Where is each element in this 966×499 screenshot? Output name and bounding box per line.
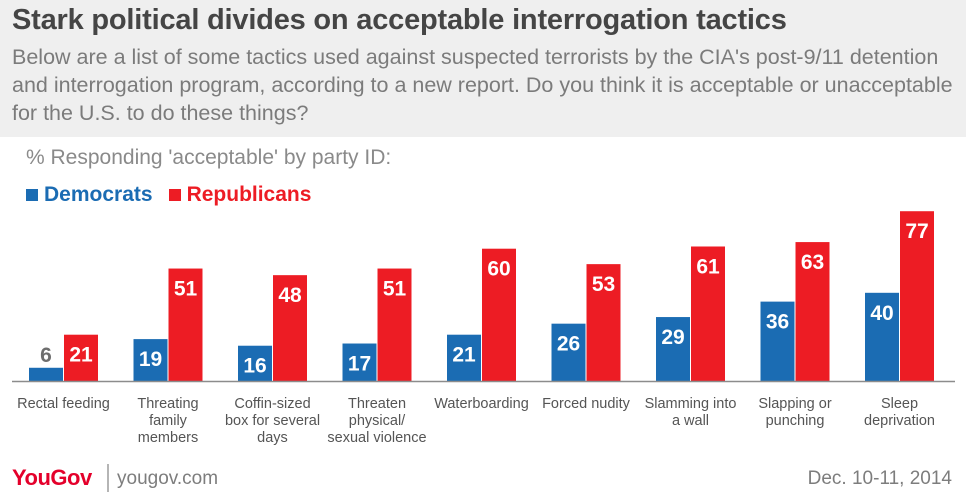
data-label-republicans-7: 63 xyxy=(801,251,824,274)
bar-republicans-8 xyxy=(900,211,934,381)
category-label-line: a wall xyxy=(672,413,709,429)
category-label-2: Coffin-sized box for several days xyxy=(225,396,320,446)
footer-date: Dec. 10-11, 2014 xyxy=(807,468,952,489)
category-label-line: deprivation xyxy=(864,413,935,429)
bar-democrats-7 xyxy=(760,301,795,381)
category-label-line: Sleep xyxy=(881,396,918,412)
bar-democrats-5 xyxy=(551,323,586,381)
header-band: Stark political divides on acceptable in… xyxy=(0,0,966,137)
bar-democrats-6 xyxy=(656,317,690,381)
data-label-democrats-8: 40 xyxy=(870,302,893,325)
bar-republicans-1 xyxy=(168,268,203,381)
bar-republicans-0 xyxy=(64,334,98,381)
bar-democrats-2 xyxy=(238,345,272,381)
category-label-8: Sleep deprivation xyxy=(864,396,935,429)
data-label-republicans-0: 21 xyxy=(69,344,93,367)
yougov-logo: YouGov xyxy=(12,465,92,490)
bar-democrats-1 xyxy=(133,339,168,381)
category-label-0: Rectal feeding xyxy=(17,396,110,412)
category-label-7: Slapping or punching xyxy=(758,396,832,429)
bar-democrats-3 xyxy=(342,343,377,381)
legend-label-democrats: Democrats xyxy=(44,183,153,206)
category-label-line: Threaten xyxy=(348,396,406,412)
data-label-democrats-4: 21 xyxy=(452,344,476,367)
bar-republicans-6 xyxy=(691,246,725,381)
data-label-republicans-2: 48 xyxy=(278,284,302,307)
category-label-line: Coffin-sized xyxy=(234,396,310,412)
legend-item-democrats: Democrats xyxy=(26,183,153,207)
category-label-line: days xyxy=(257,430,288,446)
category-label-line: Rectal feeding xyxy=(17,396,110,412)
bar-democrats-4 xyxy=(447,334,481,381)
bar-republicans-3 xyxy=(377,268,412,381)
legend-swatch-republicans xyxy=(168,189,181,201)
legend-swatch-democrats xyxy=(26,189,38,201)
category-label-line: box for several xyxy=(225,413,320,429)
chart-subtitle: Below are a list of some tactics used ag… xyxy=(12,45,953,125)
category-label-3: Threaten physical/sexual violence xyxy=(327,396,426,446)
data-label-democrats-7: 36 xyxy=(766,311,789,334)
chart-title: Stark political divides on acceptable in… xyxy=(12,4,787,36)
data-label-democrats-0: 6 xyxy=(40,344,52,367)
category-label-line: physical/ xyxy=(349,413,406,429)
category-label-1: Threating family members xyxy=(137,396,198,446)
legend-item-republicans: Republicans xyxy=(168,183,312,207)
legend-label-republicans: Republicans xyxy=(186,183,312,206)
category-label-line: family xyxy=(149,413,188,429)
data-label-republicans-6: 61 xyxy=(696,255,720,278)
bar-republicans-7 xyxy=(795,242,830,381)
bar-democrats-0 xyxy=(29,367,63,381)
data-label-democrats-2: 16 xyxy=(243,355,266,378)
footer-divider xyxy=(107,464,109,492)
category-label-line: punching xyxy=(766,413,825,429)
bar-democrats-8 xyxy=(865,292,899,381)
category-label-line: Forced nudity xyxy=(542,396,631,412)
category-label-5: Forced nudity xyxy=(542,396,631,412)
category-label-line: sexual violence xyxy=(327,430,426,446)
data-label-republicans-8: 77 xyxy=(905,220,928,243)
category-label-line: Slamming into xyxy=(645,396,737,412)
responding-label: % Responding 'acceptable' by party ID: xyxy=(26,146,392,169)
data-label-republicans-1: 51 xyxy=(174,278,198,301)
data-label-republicans-3: 51 xyxy=(383,278,407,301)
legend: Democrats Republicans xyxy=(26,183,327,207)
data-label-democrats-6: 29 xyxy=(661,326,684,349)
bar-republicans-5 xyxy=(586,264,621,381)
category-label-4: Waterboarding xyxy=(434,396,529,412)
category-label-line: Threating xyxy=(137,396,198,412)
category-label-line: Slapping or xyxy=(758,396,832,412)
bar-republicans-2 xyxy=(273,275,307,381)
category-label-6: Slamming into a wall xyxy=(645,396,737,429)
data-label-democrats-1: 19 xyxy=(139,348,162,371)
bar-republicans-4 xyxy=(482,248,516,381)
data-label-republicans-5: 53 xyxy=(592,273,615,296)
data-label-republicans-4: 60 xyxy=(487,258,510,281)
category-label-line: Waterboarding xyxy=(434,396,529,412)
data-label-democrats-3: 17 xyxy=(348,353,371,376)
category-label-line: members xyxy=(138,430,198,446)
footer-site: yougov.com xyxy=(117,468,219,489)
data-label-democrats-5: 26 xyxy=(557,333,580,356)
